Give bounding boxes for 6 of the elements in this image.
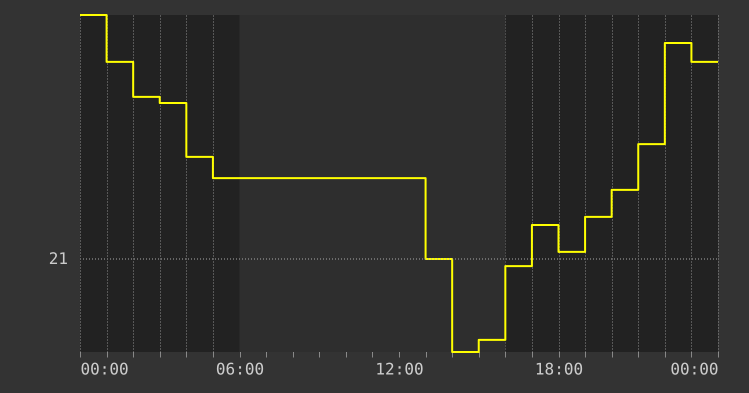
x-tick-label: 12:00: [375, 360, 424, 378]
x-tick-label: 18:00: [534, 360, 584, 378]
x-tick-label: 06:00: [216, 360, 264, 378]
x-tick-label: 00:00: [670, 360, 718, 378]
x-tick-label: 00:00: [80, 360, 129, 378]
text: 21: [48, 248, 68, 268]
